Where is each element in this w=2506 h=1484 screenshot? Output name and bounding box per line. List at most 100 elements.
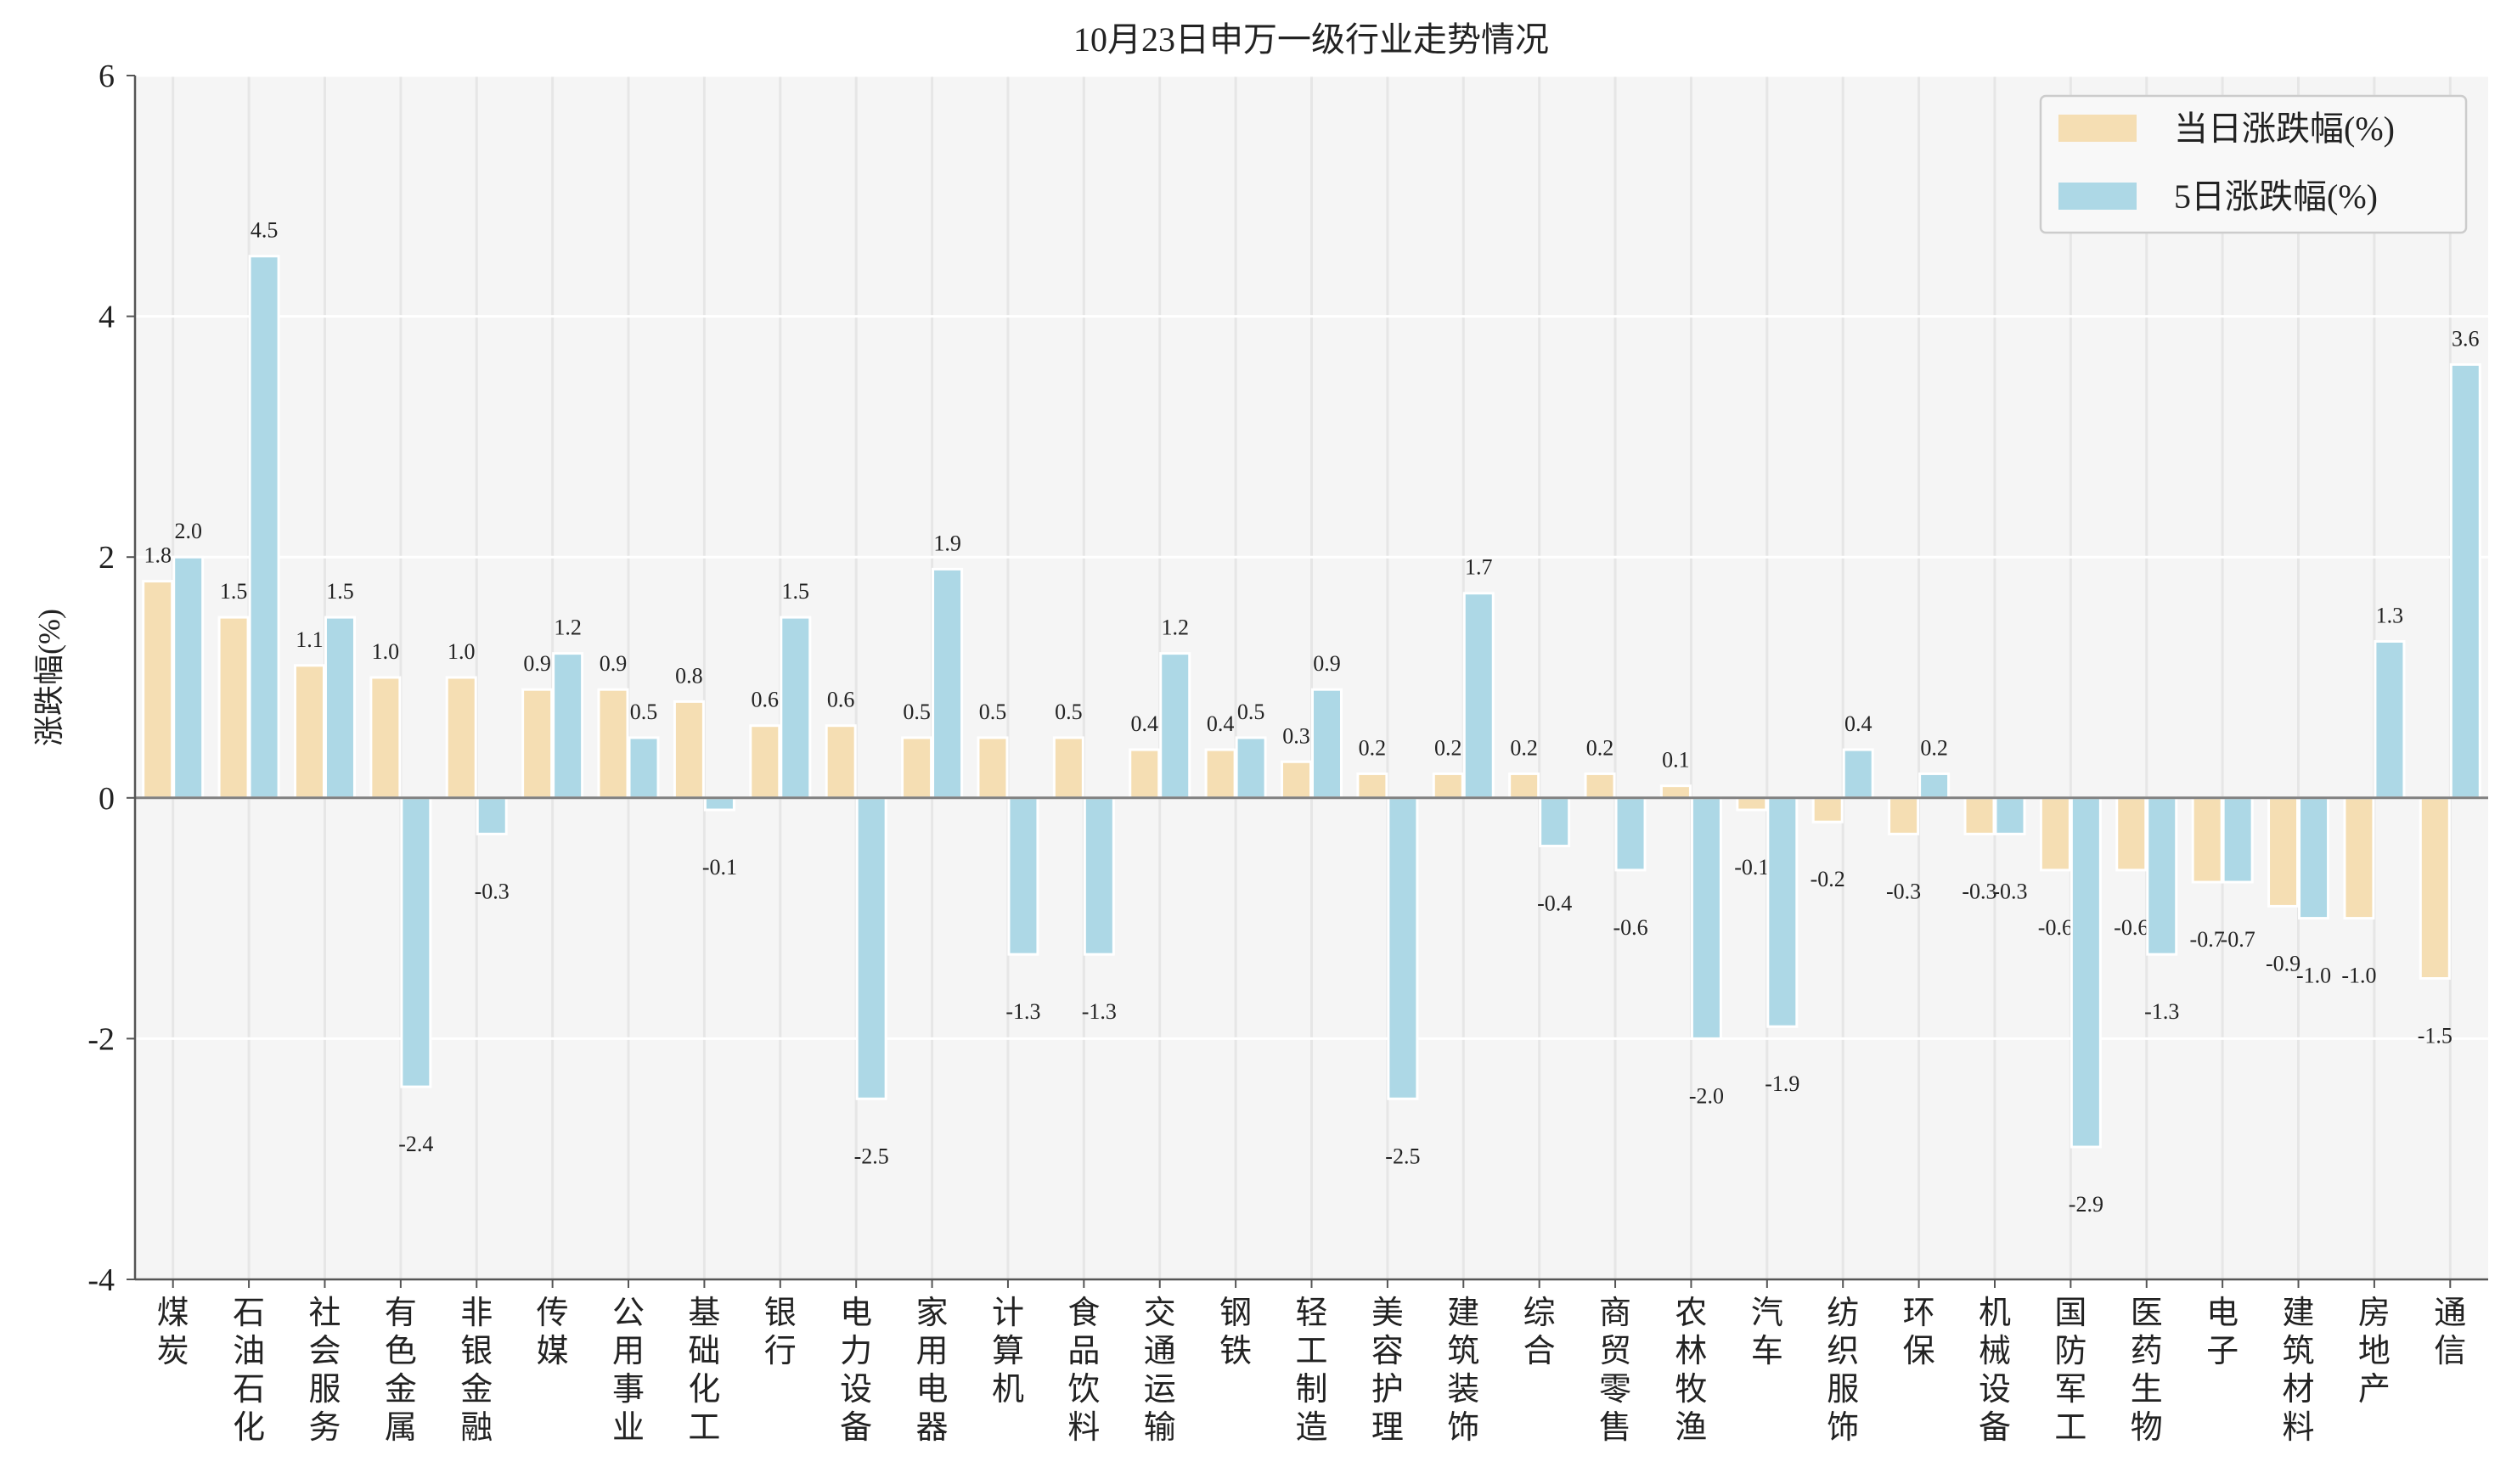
legend: [2039, 94, 2468, 234]
bar-daily: [1659, 784, 1692, 800]
data-label: 0.2: [1920, 735, 1948, 760]
bar-5day: [1462, 592, 1495, 800]
data-label: -0.2: [1811, 867, 1845, 891]
bar-5day: [1539, 796, 1571, 848]
data-label: 0.5: [979, 700, 1007, 724]
data-label: 0.9: [600, 651, 628, 676]
bar-5day: [2222, 796, 2254, 884]
data-label: 0.6: [752, 688, 780, 712]
bar-daily: [597, 688, 629, 800]
data-label: 0.8: [675, 663, 703, 688]
data-label: 2.0: [174, 519, 202, 543]
legend-swatch: [2058, 115, 2137, 142]
x-tick-label: 环保: [1903, 1296, 1935, 1369]
bar-5day: [2374, 639, 2406, 800]
data-label: -1.9: [1765, 1071, 1799, 1096]
data-label: -0.9: [2266, 951, 2300, 975]
x-tick-label: 纺织服饰: [1827, 1296, 1859, 1446]
bar-daily: [1356, 772, 1388, 800]
bar-5day: [324, 616, 356, 800]
bar-daily: [2115, 796, 2148, 872]
x-tick-label: 电力设备: [840, 1296, 872, 1446]
data-label: 0.5: [1055, 700, 1083, 724]
data-label: 1.9: [933, 531, 961, 555]
x-tick-label: 汽车: [1751, 1296, 1783, 1369]
x-tick-label: 煤炭: [157, 1296, 189, 1369]
bar-daily: [293, 664, 325, 800]
data-label: 1.5: [326, 579, 354, 604]
bar-daily: [2039, 796, 2071, 872]
data-label: 1.2: [1161, 616, 1189, 640]
x-tick-label: 公用事业: [612, 1296, 645, 1446]
bar-5day: [248, 255, 280, 800]
data-label: -1.3: [1005, 999, 1040, 1024]
bar-daily: [901, 736, 933, 800]
data-label: -0.3: [1886, 879, 1921, 903]
x-tick-label: 社会服务: [308, 1296, 341, 1446]
data-label: -0.6: [2038, 915, 2073, 940]
data-label: 0.5: [1237, 700, 1265, 724]
x-tick-label: 机械设备: [1979, 1296, 2011, 1446]
y-tick-label: 2: [99, 540, 115, 576]
data-label: -0.7: [2190, 927, 2225, 952]
data-label: -0.3: [475, 879, 510, 903]
bar-daily: [2343, 796, 2375, 920]
data-label: 0.2: [1510, 735, 1538, 760]
bar-5day: [628, 736, 660, 800]
bar-5day: [780, 616, 812, 800]
data-label: 0.1: [1662, 748, 1690, 773]
bar-5day: [2070, 796, 2102, 1149]
bar-5day: [1007, 796, 1039, 956]
x-tick-label: 计算机: [992, 1296, 1024, 1408]
bar-5day: [703, 796, 735, 812]
bar-5day: [400, 796, 432, 1088]
bar-5day: [476, 796, 508, 835]
data-label: 0.6: [827, 688, 855, 712]
bar-daily: [1052, 736, 1084, 800]
x-tick-label: 通信: [2434, 1296, 2466, 1369]
legend-swatch: [2058, 183, 2137, 210]
x-tick-label: 建筑材料: [2283, 1296, 2315, 1446]
data-label: -2.4: [398, 1132, 433, 1156]
x-tick-label: 建筑装饰: [1447, 1296, 1479, 1446]
data-label: -1.3: [1082, 999, 1117, 1024]
bar-5day: [1614, 796, 1647, 872]
x-tick-label: 医药生物: [2131, 1296, 2163, 1446]
data-label: 0.4: [1844, 711, 1872, 736]
bar-daily: [521, 688, 554, 800]
bar-5day: [932, 567, 964, 800]
x-tick-label: 非银金融: [460, 1296, 493, 1446]
bar-5day: [1159, 652, 1191, 800]
bar-daily: [445, 676, 477, 800]
data-label: 0.2: [1359, 735, 1387, 760]
x-tick-label: 商贸零售: [1599, 1296, 1631, 1446]
data-label: -1.3: [2144, 999, 2179, 1024]
bar-daily: [1281, 760, 1312, 800]
bar-5day: [1387, 796, 1419, 1100]
x-tick-label: 交通运输: [1144, 1296, 1176, 1446]
data-label: 1.3: [2376, 603, 2404, 627]
x-tick-label: 基础化工: [688, 1296, 720, 1446]
bar-5day: [552, 652, 584, 800]
bar-daily: [1204, 748, 1236, 800]
y-tick-label: 0: [99, 781, 115, 817]
data-label: 0.9: [1313, 651, 1341, 676]
x-tick-label: 农林牧渔: [1675, 1296, 1707, 1446]
bar-daily: [673, 700, 705, 800]
data-label: -2.5: [854, 1144, 889, 1168]
bar-5day: [1766, 796, 1799, 1028]
bar-daily: [825, 724, 857, 800]
bar-5day: [1235, 736, 1267, 800]
data-label: -0.6: [1613, 915, 1647, 940]
bar-daily: [977, 736, 1009, 800]
data-label: -0.3: [1992, 879, 2027, 903]
x-tick-label: 房地产: [2358, 1296, 2391, 1408]
y-tick-label: 6: [99, 59, 115, 94]
bar-5day: [1918, 772, 1951, 800]
x-tick-label: 有色金属: [385, 1296, 417, 1446]
data-label: -0.6: [2114, 915, 2148, 940]
data-label: 1.7: [1465, 555, 1493, 580]
bar-daily: [369, 676, 402, 800]
data-label: 0.4: [1207, 711, 1235, 736]
